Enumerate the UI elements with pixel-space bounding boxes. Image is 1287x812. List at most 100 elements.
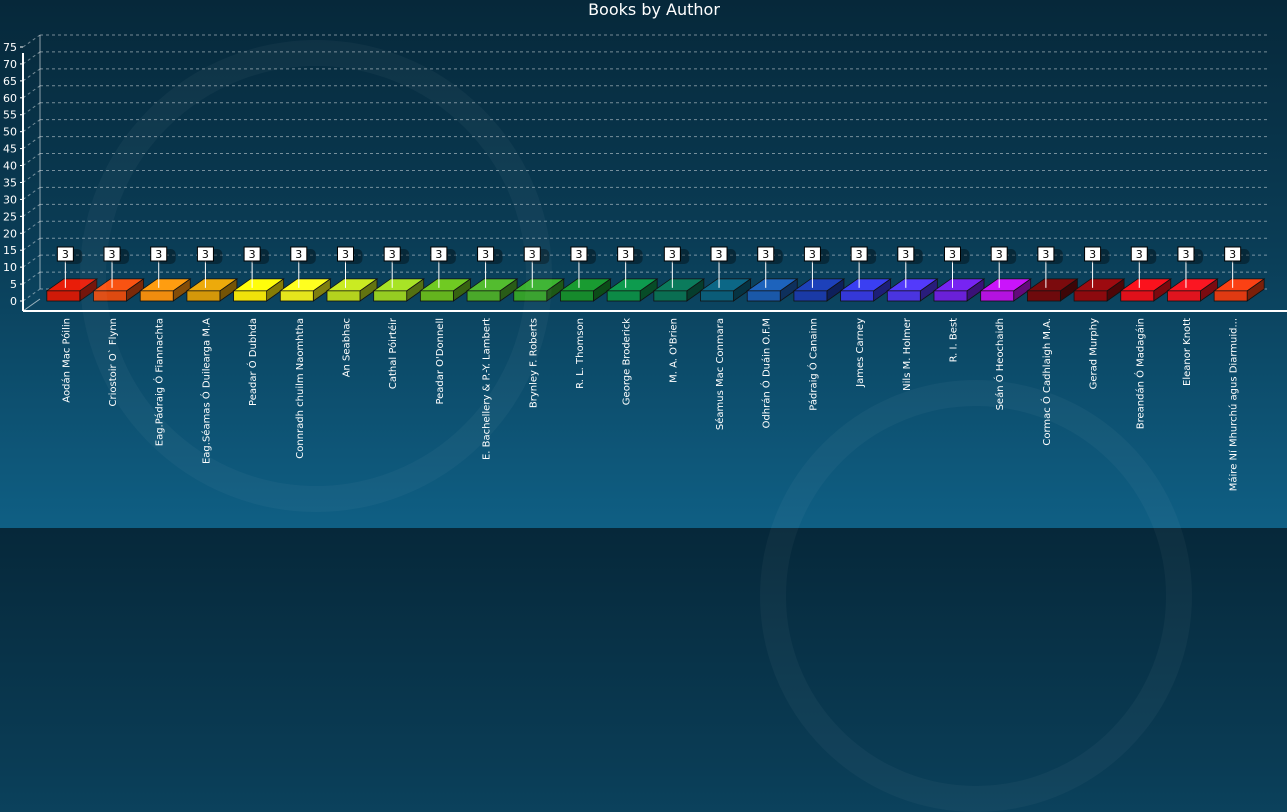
bar	[840, 290, 875, 302]
data-label: 3	[1089, 248, 1096, 261]
bar	[653, 290, 688, 302]
y-tick-label: 70	[3, 58, 17, 71]
watermark-ring	[80, 40, 552, 512]
x-tick-label: Cormac Ó Cadhlaigh M.A.	[1040, 318, 1053, 446]
bar	[933, 290, 968, 302]
x-axis-labels: Aodán Mac Póilin Criostoir O` Flynn Eag.Pá…	[60, 317, 1239, 491]
bar	[466, 290, 501, 302]
y-tick-label: 50	[3, 126, 17, 139]
y-tick-label: 60	[3, 92, 17, 105]
data-label-box	[1084, 246, 1102, 262]
gridline-side	[22, 237, 41, 251]
data-label-box	[150, 246, 168, 262]
data-label-box	[1224, 246, 1242, 262]
bar	[139, 290, 174, 302]
data-label: 3	[109, 248, 116, 261]
data-label: 3	[202, 248, 209, 261]
gridline-side	[22, 51, 41, 65]
data-label-box	[757, 246, 775, 262]
x-tick-label: Seán Ó Heochaidh	[993, 318, 1006, 410]
bar	[606, 290, 641, 302]
x-tick-label: Máire Ní Mhurchú agus Diarmuid...	[1228, 318, 1240, 491]
data-label: 3	[295, 248, 302, 261]
bar	[233, 290, 268, 302]
bar	[373, 290, 408, 302]
data-label-box	[944, 246, 961, 262]
bar	[46, 290, 81, 302]
y-tick-label: 40	[3, 160, 17, 173]
data-label-box	[1177, 246, 1195, 262]
gridline-side	[22, 203, 41, 217]
bar	[1073, 290, 1108, 302]
x-tick-label: Eag.Séamas Ó Duilearga M.A	[199, 318, 212, 464]
bar	[1213, 290, 1248, 302]
bar	[746, 290, 781, 302]
bar	[980, 290, 1015, 302]
data-label-box	[196, 246, 214, 262]
y-tick-label: 45	[3, 143, 17, 156]
x-tick-label: Eag.Pádraig Ó Fiannachta	[153, 318, 166, 446]
x-tick-label: Criostoir O` Flynn	[107, 318, 119, 406]
x-tick-label: Pádraig Ó Canainn	[806, 318, 819, 411]
y-tick-label: 55	[3, 109, 17, 122]
x-tick-label: Gerad Murphy	[1089, 318, 1100, 389]
x-tick-label: Odhrán Ó Duáin O.F.M	[760, 318, 773, 428]
x-tick-label: Connradh chuilm Naomhtha	[295, 318, 306, 459]
x-tick-label: Nils M. Holmer	[902, 317, 913, 391]
data-label: 3	[1229, 248, 1236, 261]
y-tick-label: 65	[3, 75, 17, 88]
data-label-box	[243, 246, 261, 262]
gridline-side	[22, 85, 41, 99]
data-label-box	[56, 246, 74, 262]
x-tick-label: Peadar O'Donnell	[435, 318, 446, 405]
x-tick-label: Peadar Ó Dubhda	[246, 318, 259, 406]
y-tick-label: 15	[3, 244, 17, 257]
gridline-side	[22, 68, 41, 82]
bar	[1026, 290, 1061, 302]
data-label: 3	[249, 248, 256, 261]
x-tick-label: Cathal Póirtéir	[387, 317, 399, 389]
data-label: 3	[389, 248, 396, 261]
data-label-box	[523, 246, 541, 262]
x-tick-label: George Broderick	[622, 318, 633, 405]
data-label: 3	[1136, 248, 1143, 261]
data-label: 3	[342, 248, 349, 261]
bar	[93, 290, 127, 302]
data-label: 3	[716, 248, 723, 261]
data-label-box	[850, 246, 868, 262]
y-tick-label: 20	[3, 227, 17, 240]
y-axis-ticks: 0 5 10 15 20 25 30 35 40 45 50 55 60 65 70 75	[3, 41, 23, 308]
data-label-box	[663, 246, 681, 262]
data-label-box	[383, 246, 401, 262]
data-label-box	[710, 246, 728, 262]
bar	[186, 290, 221, 302]
gridline-side	[22, 34, 41, 48]
y-tick-label: 5	[10, 278, 17, 291]
bar	[279, 290, 314, 302]
data-label: 3	[529, 248, 536, 261]
bar	[1120, 290, 1155, 302]
bar	[419, 290, 454, 302]
data-label-box	[103, 246, 121, 262]
data-label: 3	[809, 248, 816, 261]
x-tick-label: M. A. O'Brien	[668, 318, 679, 383]
data-label: 3	[62, 248, 69, 261]
x-tick-label: R. I. Best	[949, 318, 960, 362]
data-label-box	[477, 246, 495, 262]
x-tick-label: Séamus Mac Conmara	[714, 318, 726, 430]
data-label: 3	[762, 248, 769, 261]
data-label-box	[1130, 246, 1148, 262]
gridline-side	[22, 119, 41, 133]
data-label: 3	[902, 248, 909, 261]
data-label: 3	[669, 248, 676, 261]
bar	[886, 290, 921, 302]
data-label: 3	[996, 248, 1003, 261]
y-tick-label: 25	[3, 210, 17, 223]
bar	[513, 290, 548, 302]
watermark-ring	[760, 380, 1192, 812]
data-label-box	[430, 246, 448, 262]
floor-edge	[22, 298, 41, 312]
gridline-side	[22, 170, 41, 183]
x-tick-label: Eleanor Knott	[1182, 318, 1193, 386]
x-tick-label: Aodán Mac Póilin	[60, 318, 72, 403]
